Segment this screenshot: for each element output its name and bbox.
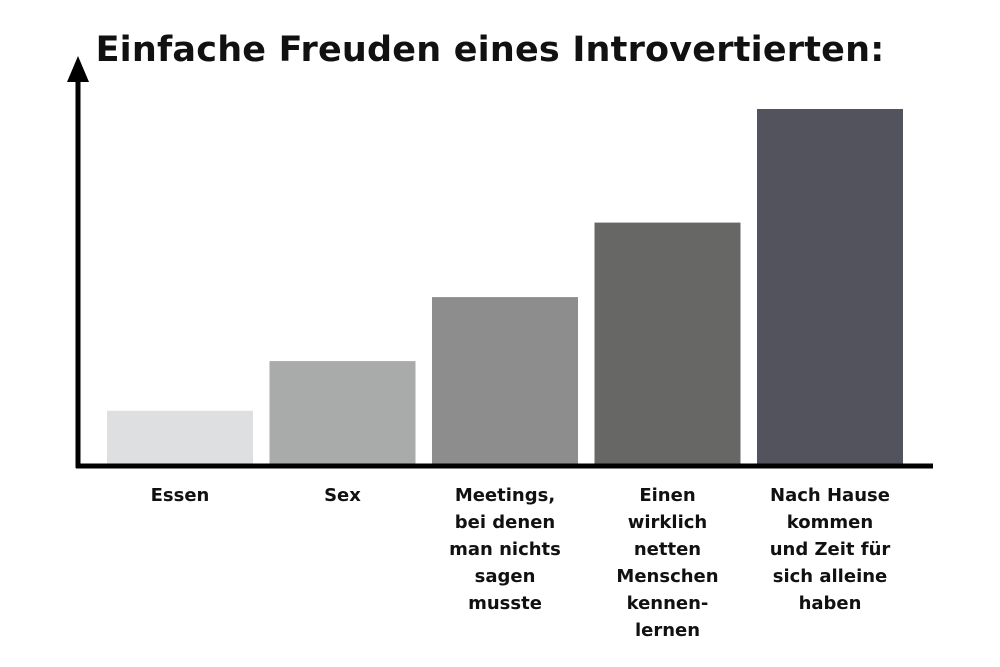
bar-1 bbox=[107, 410, 253, 465]
category-label-2: Sex bbox=[324, 485, 361, 506]
category-label-1: Essen bbox=[150, 485, 210, 506]
bars-group bbox=[107, 109, 903, 465]
y-axis-arrowhead bbox=[67, 56, 89, 82]
bar-4 bbox=[594, 222, 741, 464]
bar-2 bbox=[269, 361, 416, 464]
bar-5 bbox=[757, 109, 903, 464]
category-label-4: Einen wirklich netten Menschen kennen- l… bbox=[616, 485, 719, 641]
category-label-3: Meetings, bei denen man nichts sagen mus… bbox=[449, 485, 561, 614]
bar-3 bbox=[432, 297, 578, 464]
chart-title: Einfache Freuden eines Introvertierten: bbox=[95, 30, 885, 70]
category-label-5: Nach Hause kommen und Zeit für sich alle… bbox=[769, 485, 891, 614]
